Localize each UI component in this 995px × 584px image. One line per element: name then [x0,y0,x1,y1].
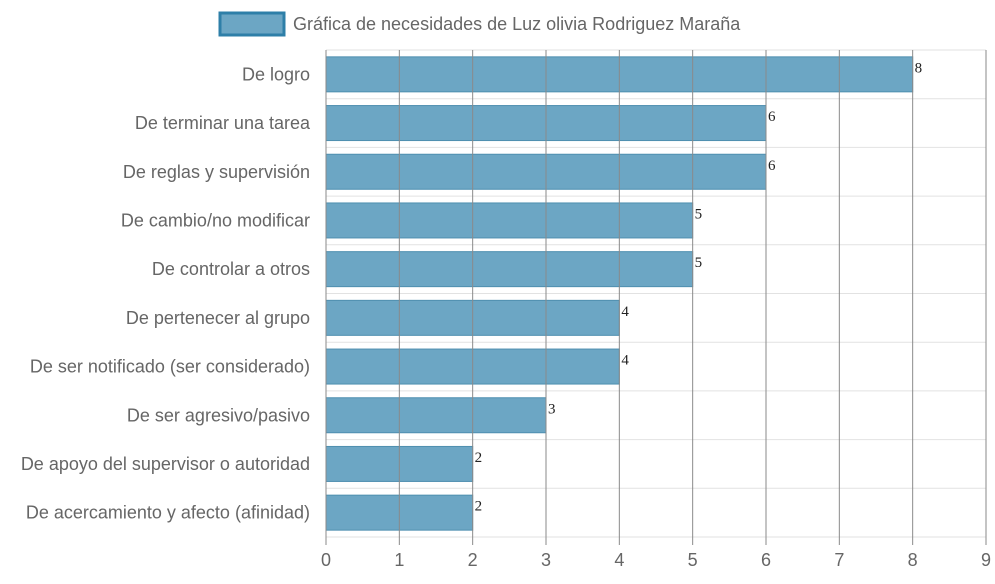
data-label: 4 [621,304,629,320]
data-label: 5 [695,255,703,271]
category-label: De controlar a otros [152,259,310,279]
data-label: 6 [768,158,776,174]
data-label: 2 [475,499,483,515]
data-label: 5 [695,206,703,222]
bar[interactable] [325,251,694,288]
x-tick-label: 8 [908,550,918,570]
category-label: De terminar una tarea [135,113,311,133]
data-label: 2 [475,450,483,466]
data-label: 4 [621,353,629,369]
legend-swatch[interactable] [218,11,286,37]
x-axis-ticks: 0 1 2 3 4 5 6 7 8 9 [321,550,991,570]
category-label: De logro [242,64,310,84]
category-label: De reglas y supervisión [123,162,310,182]
x-tick-label: 2 [468,550,478,570]
x-tick-label: 1 [394,550,404,570]
data-label: 8 [915,60,923,76]
category-label: De pertenecer al grupo [126,308,310,328]
x-tick-label: 6 [761,550,771,570]
data-label: 3 [548,401,556,417]
category-labels: De logro De terminar una tarea De reglas y… [21,64,311,522]
category-label: De acercamiento y afecto (afinidad) [26,503,310,523]
bar[interactable] [325,202,694,239]
legend-label: Gráfica de necesidades de Luz olivia Rod… [293,14,741,34]
value-labels: 8 6 6 5 5 4 4 3 2 2 [475,60,923,514]
category-label: De apoyo del supervisor o autoridad [21,454,310,474]
category-label: De cambio/no modificar [121,210,310,230]
chart-legend[interactable]: Gráfica de necesidades de Luz olivia Rod… [218,11,741,37]
x-tick-label: 4 [614,550,624,570]
x-tick-label: 3 [541,550,551,570]
x-tick-label: 7 [834,550,844,570]
x-tick-label: 5 [688,550,698,570]
bar[interactable] [325,397,547,434]
x-tick-label: 0 [321,550,331,570]
x-tick-label: 9 [981,550,991,570]
grid [325,49,987,545]
category-label: De ser agresivo/pasivo [127,405,310,425]
category-label: De ser notificado (ser considerado) [30,357,310,377]
data-label: 6 [768,109,776,125]
